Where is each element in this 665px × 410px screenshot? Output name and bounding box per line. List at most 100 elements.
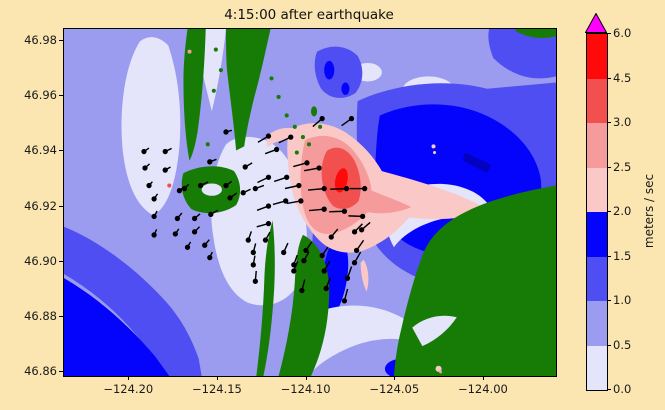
westport-flat [201,183,222,196]
tick-mark [607,255,611,257]
colorbar-tick-label: 4.5 [613,70,632,85]
arrow-head [245,237,251,243]
arrow-head [162,167,168,173]
quiver-arrows [141,115,371,304]
arrow-head [191,215,198,222]
arrow-head [223,182,229,189]
y-tick-label: 46.98 [24,33,57,47]
arrow-head [223,129,229,135]
arrow-head [141,148,147,155]
x-tick-label: −124.15 [192,382,242,396]
arrow-head [298,198,304,204]
arrow-head [208,211,214,218]
colorbar-segment [587,256,607,301]
tick-mark [59,260,63,262]
arrow-head [344,275,351,281]
arrow-head [273,146,280,153]
arrow-head [151,196,157,202]
arrow-head [321,206,327,212]
arrow-head [296,182,302,189]
arrow-head [265,133,272,139]
arrow-head [265,220,272,227]
colorbar-tick-label: 0.5 [613,337,632,352]
plot-title: 4:15:00 after earthquake [224,7,394,23]
y-tick-label: 46.96 [24,88,57,103]
arrow-head [202,242,208,248]
arrow-head [250,249,256,256]
y-tick-label: 46.90 [24,253,57,268]
colorbar-label: meters / sec [642,173,656,249]
tick-mark [59,40,63,41]
arrow-head [146,182,152,189]
mainland-channel [412,315,457,347]
map-plot [63,28,557,377]
deepblue-speck [341,82,350,95]
tick-mark [59,95,63,97]
marsh-speckles [193,47,312,155]
tick-mark [59,371,63,373]
x-tick-label: −124.05 [369,382,420,396]
colorbar-segment [587,34,607,79]
arrow-head [341,208,348,214]
arrow-head [362,185,368,192]
y-tick-label: 46.92 [24,198,57,213]
colorbar-tick-label: 0.0 [613,382,632,396]
hotspot [187,49,192,54]
islet [311,106,318,117]
y-tick-label: 46.88 [24,308,57,323]
land-south-spit-thin [256,220,275,376]
colorbar-segment [587,301,607,346]
tick-mark [607,166,611,168]
pink-sliver-south [360,259,369,292]
tick-mark [59,150,63,152]
y-tick-label: 46.86 [24,364,57,379]
arrow-head [316,165,322,171]
arrow-head [319,115,325,122]
arrow-head [358,227,365,233]
arrow-head [250,262,256,268]
arrow-head [323,285,329,292]
tick-mark [607,389,611,390]
arrow-head [343,185,350,192]
arrow-head [151,213,157,220]
arrow-tail [330,187,347,190]
arrow-head [265,174,272,180]
colorbar-segment [587,78,607,123]
arrow-head [328,234,334,240]
arrow-tail [308,187,325,191]
arrow-head [242,164,248,170]
colorbar-tick-label: 1.0 [613,293,632,307]
arrow-head [341,298,348,304]
hotspot [433,151,437,155]
hotspot [431,144,436,149]
arrow-head [176,187,183,194]
arrow-head [353,247,360,254]
colorbar-segment [587,345,607,390]
colorbar-segment [587,123,607,168]
x-tick-label: −124.00 [457,382,508,396]
plume-bright-core [334,168,348,193]
colorbar-segment [587,167,607,212]
arrow-head [151,232,157,238]
tick-mark [59,205,63,207]
colorbar-extend-triangle [585,13,607,33]
arrow-head [207,254,213,261]
arrow-head [281,249,287,256]
colorbar-tick-label: 2.5 [613,159,632,174]
arrow-head [321,268,327,274]
plume-nw-arm [266,127,299,148]
colorbar-tick-label: 1.5 [613,248,632,263]
tick-mark [607,344,611,346]
arrow-head [351,260,358,266]
arrow-head [304,160,310,166]
tick-mark [59,315,63,317]
tick-mark [394,376,396,380]
arrow-head [184,244,191,250]
arrow-head [191,229,198,235]
arrow-head [227,195,233,201]
arrow-head [319,252,325,259]
y-tick-label: 46.94 [24,143,57,158]
land-nne-band [225,29,271,151]
land-topright-corner [515,29,556,39]
